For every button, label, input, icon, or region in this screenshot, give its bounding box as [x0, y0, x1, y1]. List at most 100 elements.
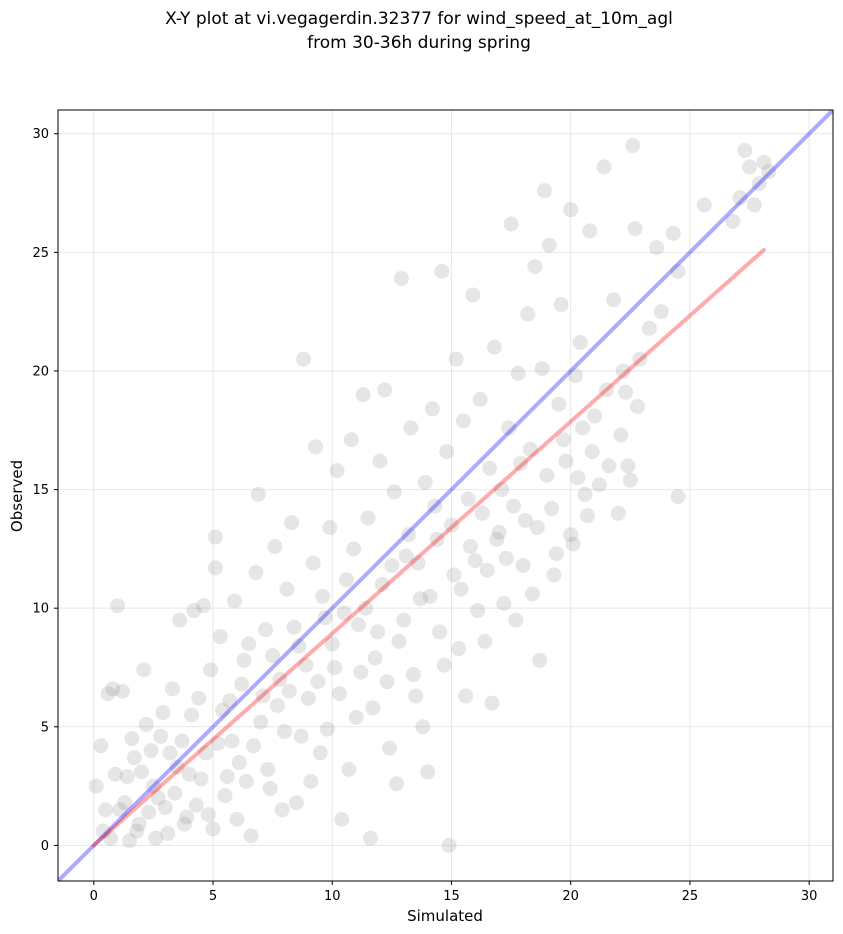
points-layer — [88, 138, 777, 853]
data-point — [160, 826, 176, 842]
data-point — [193, 771, 209, 787]
data-point — [138, 716, 154, 732]
data-point — [503, 216, 519, 232]
data-point — [164, 681, 180, 697]
data-point — [336, 605, 352, 621]
data-point — [370, 624, 386, 640]
y-tick-label: 25 — [32, 246, 49, 261]
data-point — [298, 657, 314, 673]
x-tick-label: 30 — [801, 889, 818, 904]
data-point — [558, 453, 574, 469]
data-point — [95, 823, 111, 839]
data-point — [203, 662, 219, 678]
data-point — [250, 486, 266, 502]
data-point — [231, 754, 247, 770]
data-point — [486, 339, 502, 355]
data-point — [761, 164, 777, 180]
data-point — [117, 795, 133, 811]
data-point — [281, 683, 297, 699]
data-point — [317, 610, 333, 626]
data-point — [539, 467, 555, 483]
data-point — [448, 351, 464, 367]
data-point — [207, 560, 223, 576]
data-point — [205, 821, 221, 837]
x-tick-label: 5 — [209, 889, 217, 904]
data-point — [93, 738, 109, 754]
grid-layer — [58, 110, 833, 881]
data-point — [525, 586, 541, 602]
data-point — [143, 743, 159, 759]
data-point — [274, 802, 290, 818]
data-point — [401, 527, 417, 543]
data-point — [439, 444, 455, 460]
data-point — [145, 778, 161, 794]
data-point — [563, 202, 579, 218]
data-point — [207, 529, 223, 545]
data-point — [546, 567, 562, 583]
data-point — [737, 142, 753, 158]
data-point — [417, 474, 433, 490]
data-point — [384, 557, 400, 573]
data-point — [162, 745, 178, 761]
data-point — [443, 517, 459, 533]
data-point — [513, 455, 529, 471]
data-point — [107, 766, 123, 782]
data-point — [494, 482, 510, 498]
data-point — [129, 823, 145, 839]
data-point — [224, 733, 240, 749]
ticks-layer: 0 5 10 15 20 25 30 0 5 10 15 20 25 30 — [32, 127, 817, 904]
data-point — [577, 486, 593, 502]
data-point — [188, 797, 204, 813]
data-point — [110, 598, 126, 614]
data-point — [329, 463, 345, 479]
data-point — [696, 197, 712, 213]
data-point — [265, 648, 281, 664]
data-point — [501, 420, 517, 436]
data-point — [556, 432, 572, 448]
data-point — [88, 778, 104, 794]
data-point — [670, 489, 686, 505]
data-point — [122, 833, 138, 849]
data-point — [641, 320, 657, 336]
data-point — [522, 441, 538, 457]
identity-line — [58, 110, 833, 881]
data-point — [150, 790, 166, 806]
data-point — [105, 681, 121, 697]
data-point — [446, 567, 462, 583]
data-point — [341, 762, 357, 778]
data-point — [665, 225, 681, 241]
data-point — [217, 788, 233, 804]
data-point — [515, 557, 531, 573]
data-point — [226, 593, 242, 609]
data-point — [527, 259, 543, 275]
data-point — [620, 458, 636, 474]
data-point — [315, 588, 331, 604]
data-point — [653, 304, 669, 320]
data-point — [544, 501, 560, 517]
data-point — [174, 733, 190, 749]
data-point — [424, 401, 440, 417]
data-point — [622, 472, 638, 488]
data-point — [615, 363, 631, 379]
data-point — [198, 745, 214, 761]
data-point — [374, 576, 390, 592]
data-point — [627, 221, 643, 237]
data-point — [176, 816, 192, 832]
data-point — [579, 508, 595, 524]
data-point — [334, 811, 350, 827]
data-point — [508, 612, 524, 628]
data-point — [253, 714, 269, 730]
data-point — [536, 183, 552, 199]
fit-line — [91, 247, 766, 848]
data-point — [422, 588, 438, 604]
data-point — [567, 368, 583, 384]
data-point — [432, 624, 448, 640]
data-point — [377, 382, 393, 398]
data-point — [279, 581, 295, 597]
data-point — [551, 396, 567, 412]
data-point — [353, 664, 369, 680]
data-point — [229, 811, 245, 827]
data-point — [241, 636, 257, 652]
data-point — [517, 512, 533, 528]
